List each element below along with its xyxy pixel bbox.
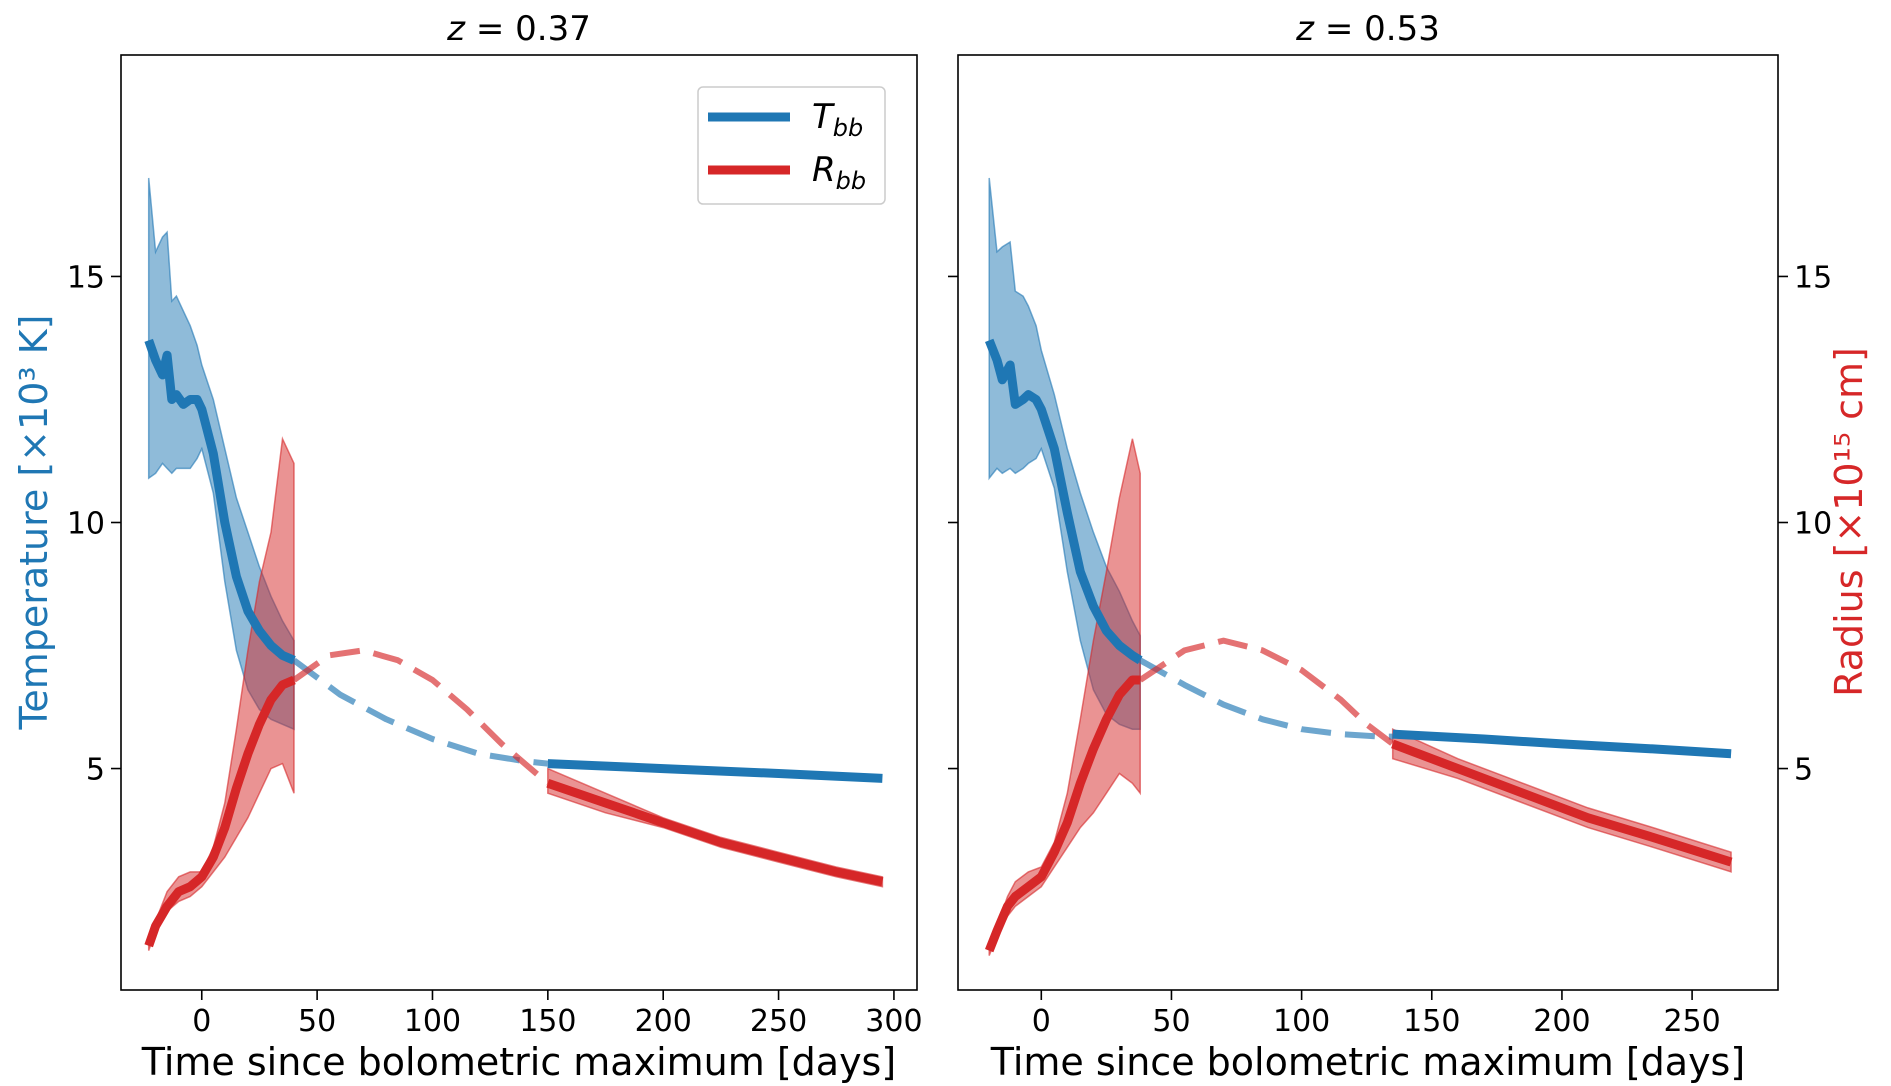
left-line-t-bb-interpolation-1 [292, 657, 549, 767]
left-line-r-bb-late-5 [546, 779, 884, 887]
left-y-ticks: 5 10 15 [67, 260, 121, 788]
left-panel-title: z = 0.37 [446, 9, 591, 49]
panel-right: 0 50 100 150 200 250 5 10 15 z = 0.53 Time sinc… [948, 9, 1871, 1084]
left-x-tick-label-300: 300 [865, 1004, 922, 1039]
left-y-tick-label-10: 10 [67, 507, 105, 542]
right-x-ticks: 0 50 100 150 200 250 [1032, 990, 1721, 1039]
right-y-tick-label-15: 15 [1794, 260, 1832, 295]
left-x-tick-label-100: 100 [404, 1004, 461, 1039]
left-y-tick-label-15: 15 [67, 260, 105, 295]
right-x-tick-label-0: 0 [1032, 1004, 1051, 1039]
left-x-axis-label: Time since bolometric maximum [days] [141, 1040, 896, 1084]
left-line-t-bb-0 [144, 338, 296, 665]
right-y-ticks: 5 10 15 [948, 260, 1832, 788]
right-title-value: 0.53 [1364, 9, 1440, 49]
right-y-tick-label-5: 5 [1794, 753, 1813, 788]
left-y-tick-label-5: 5 [86, 753, 105, 788]
left-x-tick-label-200: 200 [635, 1004, 692, 1039]
right-panel-title: z = 0.53 [1295, 9, 1440, 49]
left-title-value: 0.37 [515, 9, 591, 49]
right-x-tick-label-150: 150 [1403, 1004, 1460, 1039]
right-x-axis-label: Time since bolometric maximum [days] [990, 1040, 1745, 1084]
right-x-tick-label-100: 100 [1273, 1004, 1330, 1039]
left-x-ticks: 0 50 100 150 200 250 300 [192, 990, 923, 1039]
legend-label-radius: Rbb [812, 150, 866, 195]
right-line-r-bb-3 [985, 675, 1141, 953]
right-x-tick-label-50: 50 [1152, 1004, 1190, 1039]
left-x-tick-label-150: 150 [519, 1004, 576, 1039]
legend-label-radius-main: R [812, 150, 836, 190]
right-y-axis-label: Radius [×10¹⁵ cm] [1827, 347, 1871, 697]
legend-label-temperature-main: T [812, 97, 835, 137]
right-x-tick-label-200: 200 [1533, 1004, 1590, 1039]
left-line-r-bb-3 [144, 675, 296, 948]
legend-label-radius-sub: bb [836, 167, 866, 195]
right-line-r-bb-interpolation-4 [1138, 637, 1395, 747]
left-x-tick-label-250: 250 [750, 1004, 807, 1039]
right-line-r-bb-late-5 [1391, 739, 1733, 867]
left-line-r-bb-interpolation-4 [292, 647, 550, 786]
right-y-tick-label-10: 10 [1794, 507, 1832, 542]
legend-label-temperature-sub: bb [833, 114, 863, 142]
right-line-t-bb-interpolation-1 [1138, 657, 1393, 740]
right-title-prefix: z = [1295, 9, 1364, 49]
left-y-axis-label: Temperature [×10³ K] [12, 315, 56, 731]
left-line-t-bb-late-2 [547, 759, 883, 783]
legend-label-temperature: Tbb [812, 97, 863, 142]
right-line-t-bb-late-2 [1392, 729, 1732, 759]
right-data-layer [985, 177, 1733, 956]
left-data-layer [144, 177, 884, 951]
right-x-tick-label-250: 250 [1663, 1004, 1720, 1039]
right-line-t-bb-0 [985, 338, 1143, 665]
panel-left: 0 50 100 150 200 250 300 5 10 15 z = 0.37 Time s… [12, 9, 923, 1084]
left-title-prefix: z = [446, 9, 515, 49]
legend: Tbb Rbb [697, 86, 886, 205]
left-x-tick-label-50: 50 [298, 1004, 336, 1039]
right-band-r-bb-3 [988, 438, 1141, 956]
left-x-tick-label-0: 0 [192, 1004, 211, 1039]
